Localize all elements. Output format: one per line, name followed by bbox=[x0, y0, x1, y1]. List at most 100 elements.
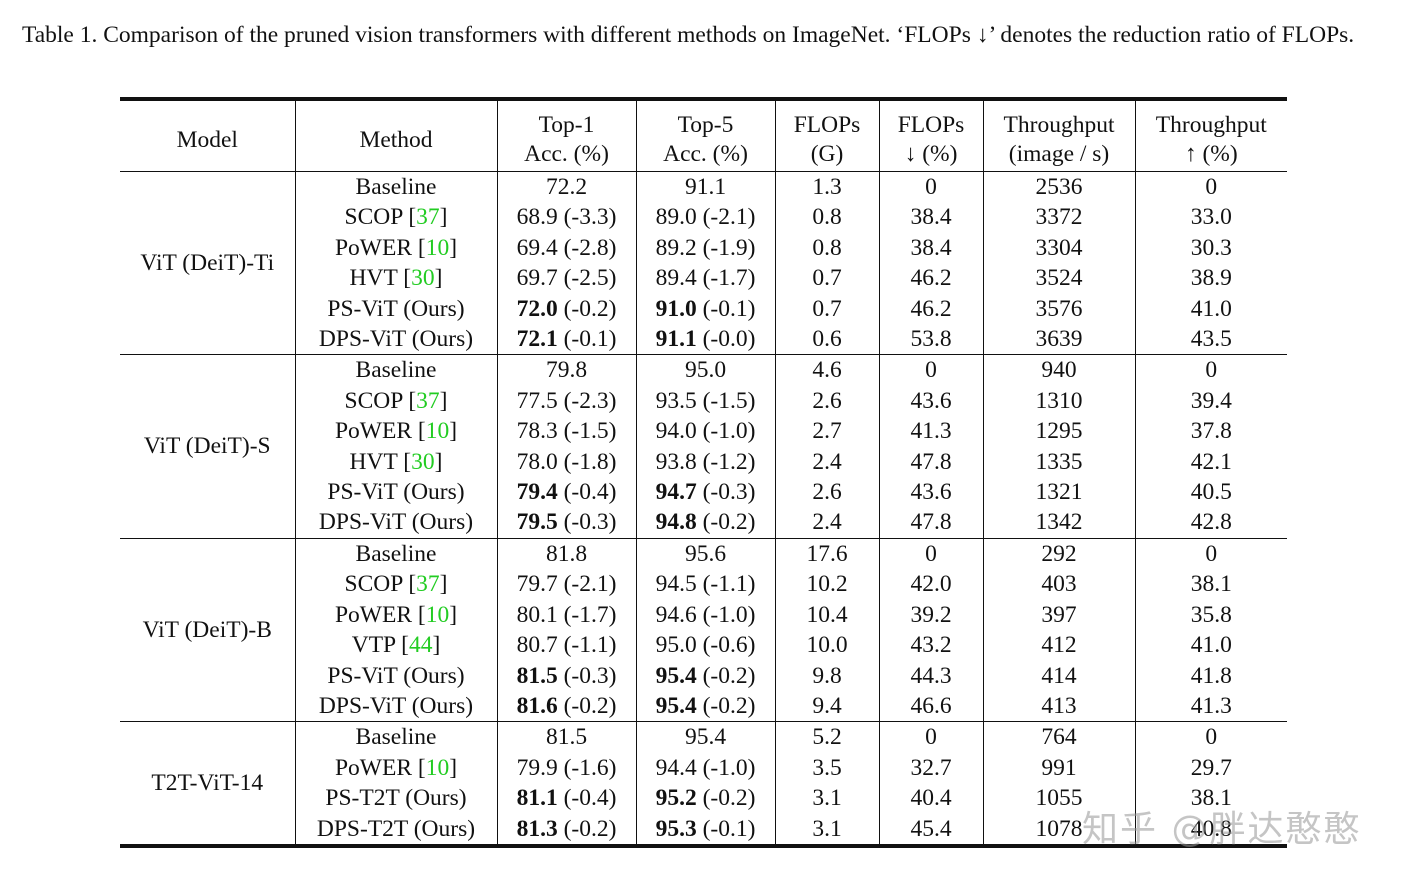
header-model: Model bbox=[120, 99, 296, 172]
throughput-increase-cell: 42.1 bbox=[1190, 448, 1232, 475]
throughput-increase-cell: 40.8 bbox=[1190, 815, 1232, 842]
method-name: PS-T2T (Ours) bbox=[325, 785, 467, 812]
flops-cell: 0.6 bbox=[775, 324, 880, 355]
throughput-cell: 940 bbox=[983, 354, 1136, 386]
top1-value: 69.7 bbox=[516, 265, 558, 292]
throughput-cell: 414 bbox=[983, 660, 1136, 691]
citation-number: 30 bbox=[411, 448, 435, 475]
model-group: T2T-ViT-14 Baseline 81.5 95.4 5.2 0 764 0 PoWER … bbox=[120, 721, 1287, 846]
top1-value: 81.6 bbox=[516, 692, 558, 719]
citation: [10] bbox=[417, 418, 458, 445]
top5-delta: (-1.7) bbox=[702, 265, 756, 292]
flops-reduction-cell: 38.4 bbox=[879, 232, 984, 264]
top5-value: 94.4 bbox=[655, 754, 697, 781]
table-row: ViT (DeiT)-B Baseline 81.8 95.6 17.6 0 292 0 bbox=[120, 538, 1287, 722]
top1-cell: 79.5 (-0.3) bbox=[497, 507, 637, 539]
top5-cell: 89.4 (-1.7) bbox=[636, 263, 776, 294]
flops-reduction-cell: 46.2 bbox=[879, 263, 984, 294]
watermark: 知乎 @胖达憨憨 bbox=[1082, 809, 1362, 850]
flops-cell: 5.2 bbox=[775, 721, 880, 753]
throughput-increase-cell: 38.1 bbox=[1190, 785, 1232, 812]
citation: [44] bbox=[401, 632, 441, 659]
throughput-increase-cell: 41.3 bbox=[1190, 692, 1232, 719]
top1-value: 80.7 bbox=[516, 632, 558, 659]
top5-value: 95.4 bbox=[655, 692, 697, 719]
throughput-increase-cell: 30.3 bbox=[1190, 234, 1232, 261]
model-name: ViT (DeiT)-B bbox=[120, 538, 296, 722]
throughput-cell: 2536 bbox=[983, 171, 1136, 203]
flops-reduction-cell: 38.4 bbox=[879, 202, 984, 233]
header-flops-reduction: FLOPs ↓ (%) bbox=[879, 99, 984, 172]
method-cell: DPS-ViT (Ours) bbox=[295, 507, 498, 539]
top1-value: 78.3 bbox=[516, 418, 558, 445]
top5-cell: 95.4 (-0.2) bbox=[636, 690, 776, 722]
flops-cell: 9.8 bbox=[775, 660, 880, 691]
method-cell: DPS-ViT (Ours) bbox=[295, 690, 498, 722]
citation-number: 10 bbox=[425, 754, 450, 781]
throughput-cell: 3372 bbox=[983, 202, 1136, 233]
table-row: DPS-ViT (Ours) 72.1 (-0.1) 91.1 (-0.0) 0.6 5… bbox=[120, 324, 1287, 355]
top1-cell: 81.6 (-0.2) bbox=[497, 690, 637, 722]
flops-cell: 3.1 bbox=[775, 783, 880, 814]
citation-number: 10 bbox=[425, 234, 450, 261]
top5-cell: 91.0 (-0.1) bbox=[636, 293, 776, 325]
top5-delta: (-1.0) bbox=[702, 754, 756, 781]
method-name: DPS-ViT (Ours) bbox=[318, 326, 474, 353]
throughput-cell: 1342 bbox=[983, 507, 1136, 539]
citation-number: 44 bbox=[408, 632, 433, 659]
top5-delta: (-1.5) bbox=[702, 387, 756, 414]
top1-value: 80.1 bbox=[516, 601, 558, 628]
top5-value: 95.6 bbox=[684, 540, 727, 567]
top5-value: 94.0 bbox=[655, 418, 697, 445]
throughput-increase-cell: 0 bbox=[1205, 174, 1218, 200]
method-name: SCOP bbox=[344, 204, 403, 231]
throughput-cell: 3576 bbox=[983, 293, 1136, 325]
top1-value: 77.5 bbox=[516, 387, 558, 414]
method-name: PS-ViT (Ours) bbox=[327, 295, 465, 322]
top1-value: 72.2 bbox=[545, 174, 588, 200]
flops-cell: 0.7 bbox=[775, 263, 880, 294]
top1-cell: 68.9 (-3.3) bbox=[497, 202, 637, 233]
method-name: VTP bbox=[351, 632, 396, 659]
flops-reduction-cell: 0 bbox=[879, 171, 984, 203]
top5-value: 94.5 bbox=[655, 571, 697, 598]
throughput-cell: 292 bbox=[983, 538, 1136, 570]
flops-reduction-cell: 41.3 bbox=[879, 416, 984, 447]
top5-value: 91.1 bbox=[684, 174, 727, 200]
top5-cell: 94.8 (-0.2) bbox=[636, 507, 776, 539]
flops-reduction-cell: 43.6 bbox=[879, 477, 984, 508]
top5-cell: 91.1 bbox=[636, 171, 776, 203]
top1-cell: 80.1 (-1.7) bbox=[497, 599, 637, 631]
citation: [10] bbox=[417, 601, 458, 628]
flops-cell: 2.6 bbox=[775, 477, 880, 508]
top1-delta: (-0.2) bbox=[563, 692, 617, 719]
top1-value: 81.5 bbox=[545, 724, 588, 751]
flops-cell: 0.7 bbox=[775, 293, 880, 325]
header-flops-line2: (G) bbox=[810, 141, 844, 167]
header-throughput-increase-line2: ↑ (%) bbox=[1184, 141, 1238, 167]
throughput-increase-cell: 41.8 bbox=[1190, 662, 1232, 689]
header-throughput: Throughput (image / s) bbox=[983, 99, 1136, 172]
top5-cell: 95.3 (-0.1) bbox=[636, 813, 776, 846]
method-name: SCOP bbox=[344, 571, 403, 598]
top1-value: 68.9 bbox=[516, 204, 558, 231]
table-row: PS-ViT (Ours) 81.5 (-0.3) 95.4 (-0.2) 9.8 44… bbox=[120, 660, 1287, 691]
top5-delta: (-0.2) bbox=[702, 692, 756, 719]
top1-value: 78.0 bbox=[516, 448, 558, 475]
top5-value: 95.0 bbox=[684, 357, 727, 384]
method-cell: PoWER [10] bbox=[295, 752, 498, 784]
top1-delta: (-0.2) bbox=[563, 295, 617, 322]
citation-number: 10 bbox=[425, 601, 450, 628]
header-throughput-line2: (image / s) bbox=[1008, 141, 1110, 167]
method-cell: DPS-ViT (Ours) bbox=[295, 324, 498, 355]
table-row: PS-T2T (Ours) 81.1 (-0.4) 95.2 (-0.2) 3.1 40… bbox=[120, 783, 1287, 814]
table-row: T2T-ViT-14 Baseline 81.5 95.4 5.2 0 764 0 bbox=[120, 721, 1287, 846]
top5-value: 89.4 bbox=[655, 265, 697, 292]
top5-delta: (-0.0) bbox=[702, 326, 756, 353]
top5-cell: 95.0 bbox=[636, 354, 776, 386]
method-cell: PS-ViT (Ours) bbox=[295, 660, 498, 691]
top5-delta: (-2.1) bbox=[702, 204, 756, 231]
top5-cell: 89.0 (-2.1) bbox=[636, 202, 776, 233]
top5-delta: (-1.2) bbox=[702, 448, 756, 475]
top5-delta: (-0.6) bbox=[702, 632, 756, 659]
